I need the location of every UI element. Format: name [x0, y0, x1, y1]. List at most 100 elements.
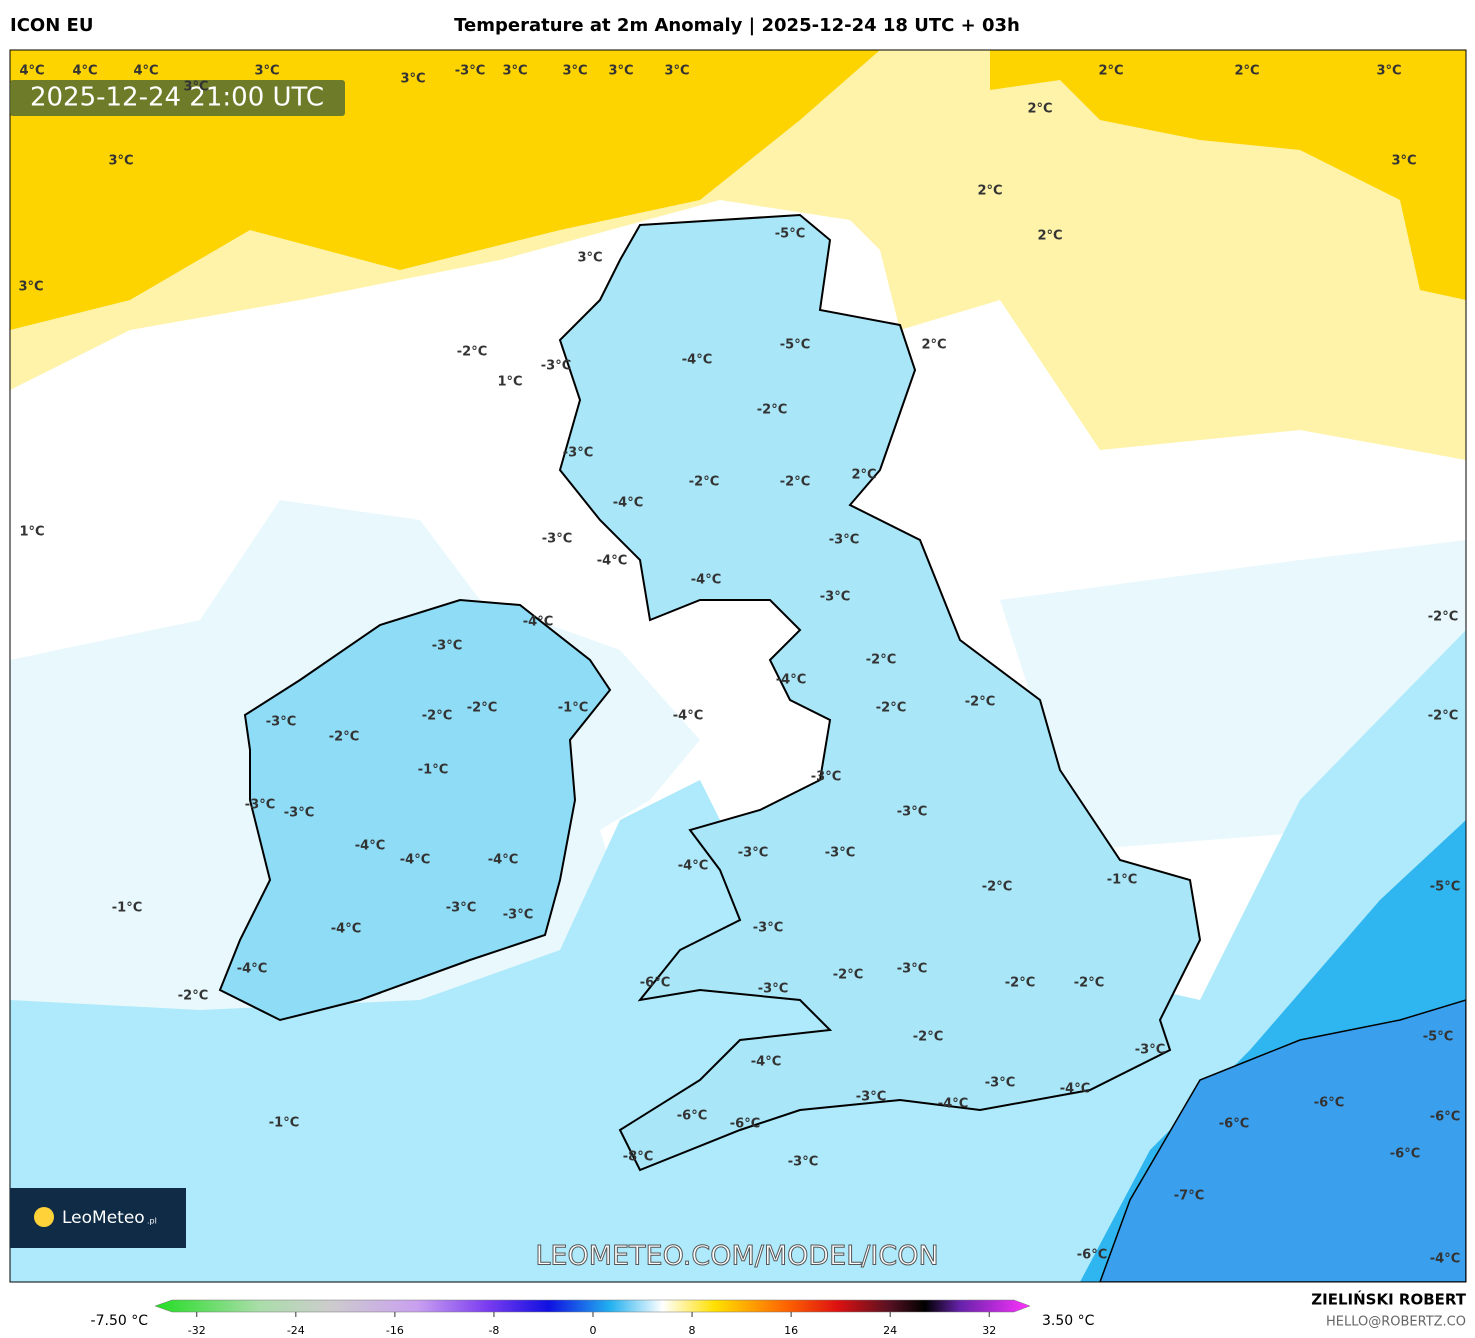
map-frame: [9, 49, 1467, 1283]
contour-label: -3°C: [455, 64, 485, 79]
contour-label: -4°C: [938, 1097, 968, 1112]
timestamp-box: [10, 80, 345, 116]
contour-label: -5°C: [775, 227, 805, 242]
contour-label: -3°C: [284, 806, 314, 821]
email: HELLO@ROBERTZ.CO: [1326, 1315, 1466, 1330]
contour-label: 2°C: [1027, 102, 1052, 117]
contour-label: -2°C: [329, 730, 359, 745]
great-britain: [558, 213, 1202, 1172]
colorbar-min: -7.50 °C: [91, 1313, 149, 1329]
contour-label: -4°C: [673, 709, 703, 724]
contour-label: -2°C: [422, 709, 452, 724]
contour-label: -4°C: [400, 853, 430, 868]
contour-label: -2°C: [833, 968, 863, 983]
contour-label: -6°C: [1219, 1117, 1249, 1132]
contour-label: 2°C: [977, 184, 1002, 199]
logo-suffix: .pl: [147, 1217, 157, 1226]
contour-label: 1°C: [19, 525, 44, 540]
contour-label: 2°C: [1098, 64, 1123, 79]
map: 2025-12-24 21:00 UTC LeoMeteo .pl LEOMET…: [9, 49, 1467, 1283]
contour-label: -3°C: [503, 908, 533, 923]
contour-label: 3°C: [183, 80, 208, 95]
contour-label: -3°C: [820, 590, 850, 605]
continent: [1099, 999, 1466, 1282]
watermark: LEOMETEO.COM/MODEL/ICON: [535, 1241, 938, 1272]
contour-label: 3°C: [108, 154, 133, 169]
contour-label: -5°C: [1423, 1030, 1453, 1045]
contour-label: -2°C: [1428, 709, 1458, 724]
ireland: [218, 598, 612, 1022]
logo-sun: [34, 1207, 54, 1227]
contour-label: -3°C: [266, 715, 296, 730]
contour-label: 3°C: [502, 64, 527, 79]
contour-label: -2°C: [982, 880, 1012, 895]
contour-label: 3°C: [664, 64, 689, 79]
contour-label: -3°C: [758, 982, 788, 997]
contour-label: 3°C: [254, 64, 279, 79]
contour-label: -2°C: [178, 989, 208, 1004]
colorbar-tick-label: 8: [689, 1324, 696, 1337]
contour-label: 3°C: [562, 64, 587, 79]
model-name: ICON EU: [10, 15, 93, 36]
contour-label: -2°C: [876, 701, 906, 716]
contour-label: -6°C: [1390, 1147, 1420, 1162]
contour-label: -2°C: [1074, 976, 1104, 991]
contour-label: -3°C: [811, 770, 841, 785]
contour-label: 2°C: [851, 468, 876, 483]
colorbar: [154, 1299, 1031, 1313]
contour-label: -2°C: [913, 1030, 943, 1045]
contour-label: -7°C: [1174, 1189, 1204, 1204]
contour-label: -3°C: [897, 805, 927, 820]
contour-label: -2°C: [467, 701, 497, 716]
contour-label: -3°C: [432, 639, 462, 654]
contour-label: -3°C: [446, 901, 476, 916]
colorbar-tick-label: -24: [287, 1324, 305, 1337]
contour-label: 3°C: [1391, 154, 1416, 169]
contour-label: 2°C: [921, 338, 946, 353]
contour-label: 4°C: [19, 64, 44, 79]
contour-label: -1°C: [1107, 873, 1137, 888]
contour-label: -6°C: [730, 1117, 760, 1132]
contour-label: -5°C: [780, 338, 810, 353]
contour-label: -2°C: [457, 345, 487, 360]
contour-label: -6°C: [640, 976, 670, 991]
contour-label: 2°C: [1234, 64, 1259, 79]
contour-label: -3°C: [541, 359, 571, 374]
colorbar-max: 3.50 °C: [1042, 1313, 1095, 1329]
contour-label: -2°C: [866, 653, 896, 668]
contour-label: -3°C: [738, 846, 768, 861]
contour-label: -6°C: [1430, 1110, 1460, 1125]
contour-label: -1°C: [112, 901, 142, 916]
contour-label: -3°C: [753, 921, 783, 936]
colorbar-tick-label: 24: [883, 1324, 897, 1337]
contour-label: 3°C: [18, 280, 43, 295]
contour-label: -3°C: [788, 1155, 818, 1170]
contour-label: 3°C: [577, 251, 602, 266]
author: ZIELIŃSKI ROBERT: [1311, 1290, 1466, 1309]
contour-label: -6°C: [1314, 1096, 1344, 1111]
contour-label: -4°C: [751, 1055, 781, 1070]
contour-label: -4°C: [1060, 1082, 1090, 1097]
contour-label: 4°C: [133, 64, 158, 79]
colorbar-tick-label: 0: [590, 1324, 597, 1337]
contour-label: -5°C: [1430, 880, 1460, 895]
contour-label: -3°C: [856, 1090, 886, 1105]
contour-label: 3°C: [1376, 64, 1401, 79]
contour-label: -2°C: [689, 475, 719, 490]
contour-label: -2°C: [1428, 610, 1458, 625]
contour-label: -4°C: [678, 859, 708, 874]
contour-label: -4°C: [488, 853, 518, 868]
contour-label: 3°C: [608, 64, 633, 79]
contour-label: -6°C: [1077, 1248, 1107, 1263]
colorbar-tick-label: 16: [784, 1324, 798, 1337]
colorbar-tick-label: -8: [488, 1324, 499, 1337]
contour-label: -4°C: [331, 922, 361, 937]
contour-label: -4°C: [682, 353, 712, 368]
contour-label: -4°C: [691, 573, 721, 588]
contour-label: -3°C: [829, 533, 859, 548]
contour-label: -3°C: [245, 798, 275, 813]
map-title: Temperature at 2m Anomaly | 2025-12-24 1…: [454, 15, 1020, 36]
contour-label: -4°C: [355, 839, 385, 854]
